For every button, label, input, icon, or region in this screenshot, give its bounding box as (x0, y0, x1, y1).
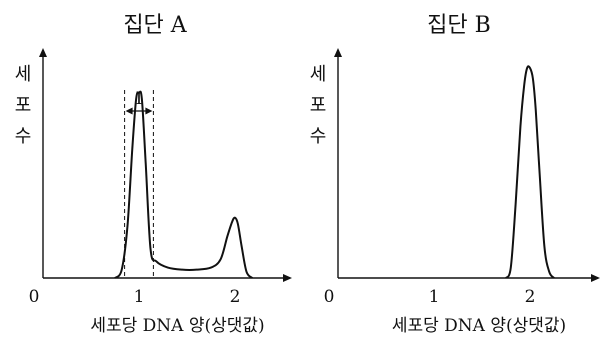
chart-panel-1: 집단 A 세포수 0 1 2 세포당 DNA 양(상댓값) I (15, 13, 292, 336)
interval-arrowhead-right (145, 108, 152, 115)
y-axis-label-char: 세 (310, 64, 327, 85)
distribution-curve (506, 66, 554, 278)
y-axis-label-char: 수 (15, 126, 32, 147)
chart-title: 집단 A (123, 13, 187, 38)
x-tick-label: 1 (429, 287, 440, 307)
x-axis-arrowhead (591, 274, 600, 282)
chart-panel-2: 집단 B 세포수 0 1 2 세포당 DNA 양(상댓값) (310, 13, 600, 336)
x-tick-label: 1 (134, 287, 145, 307)
y-axis-arrowhead (39, 48, 47, 57)
y-axis-label-char: 포 (15, 95, 32, 116)
x-tick-label: 2 (525, 287, 536, 307)
interval-arrowhead-left (126, 108, 133, 115)
y-axis-label-char: 세 (15, 64, 32, 85)
chart-title: 집단 B (427, 13, 491, 38)
x-axis-label: 세포당 DNA 양(상댓값) (90, 316, 264, 336)
x-tick-label: 0 (324, 287, 335, 307)
y-axis-arrowhead (334, 48, 342, 57)
y-axis-label-char: 수 (310, 126, 327, 147)
x-tick-label: 2 (230, 287, 241, 307)
x-axis-label: 세포당 DNA 양(상댓값) (392, 316, 566, 336)
distribution-curve (115, 92, 252, 278)
y-axis-label-char: 포 (310, 95, 327, 116)
interval-label: I (136, 89, 143, 109)
x-axis-arrowhead (283, 274, 292, 282)
x-tick-label: 0 (29, 287, 40, 307)
